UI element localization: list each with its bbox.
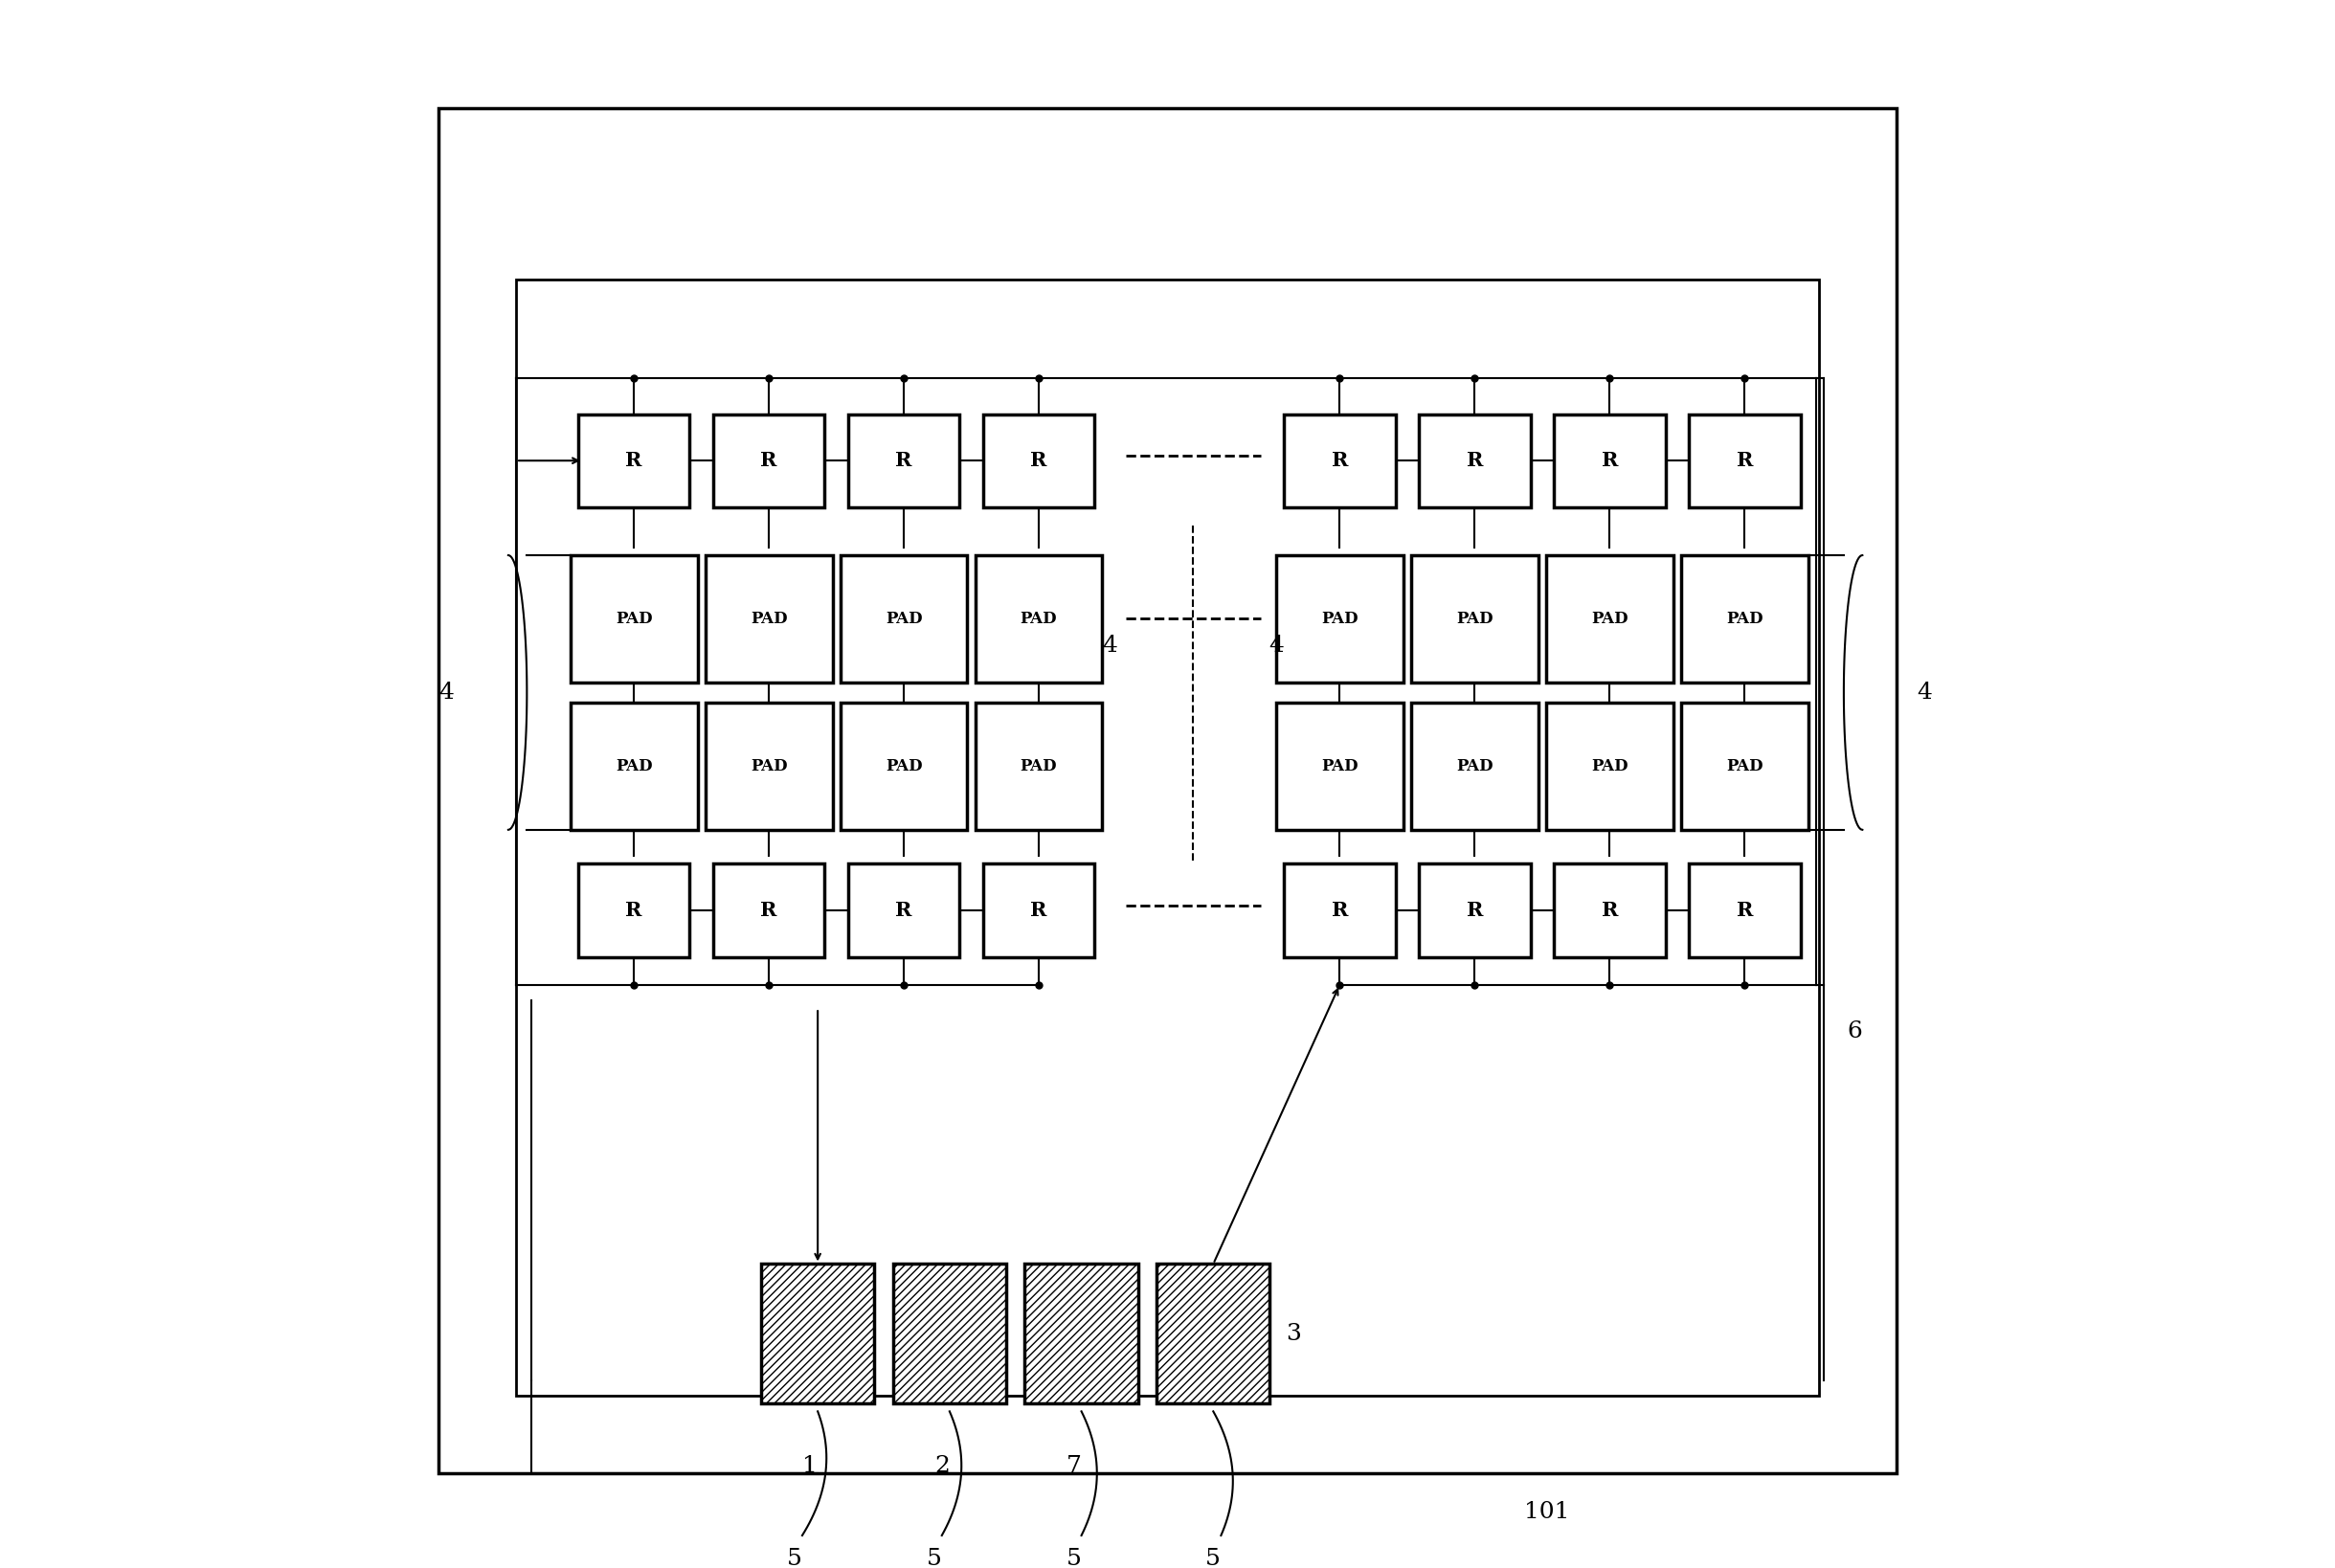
Text: 7: 7 bbox=[1067, 1455, 1081, 1477]
Bar bbox=[1410, 555, 1539, 682]
Text: 4: 4 bbox=[1917, 682, 1931, 704]
Bar bbox=[761, 1264, 873, 1403]
Bar bbox=[439, 108, 1896, 1474]
Bar bbox=[1688, 414, 1800, 506]
Bar bbox=[1546, 555, 1674, 682]
Text: PAD: PAD bbox=[1020, 610, 1058, 627]
Text: R: R bbox=[897, 452, 913, 470]
Text: 4: 4 bbox=[1102, 635, 1118, 657]
Bar bbox=[1277, 555, 1403, 682]
Bar bbox=[712, 414, 824, 506]
Bar bbox=[976, 702, 1102, 829]
Text: PAD: PAD bbox=[1457, 610, 1492, 627]
Text: R: R bbox=[1331, 452, 1347, 470]
Text: R: R bbox=[1602, 452, 1618, 470]
Bar bbox=[1284, 864, 1396, 956]
Text: R: R bbox=[1331, 902, 1347, 920]
Bar bbox=[1681, 555, 1807, 682]
Text: PAD: PAD bbox=[1322, 757, 1359, 775]
Text: R: R bbox=[626, 902, 642, 920]
Bar bbox=[983, 864, 1095, 956]
Bar bbox=[570, 702, 698, 829]
Text: R: R bbox=[626, 452, 642, 470]
Text: PAD: PAD bbox=[750, 757, 787, 775]
Bar bbox=[579, 414, 689, 506]
Text: PAD: PAD bbox=[750, 610, 787, 627]
Text: 6: 6 bbox=[1847, 1021, 1861, 1043]
Bar bbox=[712, 864, 824, 956]
Bar bbox=[841, 702, 967, 829]
Text: PAD: PAD bbox=[1322, 610, 1359, 627]
Bar bbox=[983, 414, 1095, 506]
Text: R: R bbox=[897, 902, 913, 920]
Text: R: R bbox=[1737, 902, 1754, 920]
Bar bbox=[1553, 414, 1665, 506]
Text: 2: 2 bbox=[934, 1455, 950, 1477]
Text: PAD: PAD bbox=[1590, 757, 1627, 775]
Text: PAD: PAD bbox=[885, 757, 922, 775]
Text: PAD: PAD bbox=[1020, 757, 1058, 775]
Text: R: R bbox=[761, 452, 778, 470]
Bar bbox=[1156, 1264, 1270, 1403]
Text: 3: 3 bbox=[1284, 1323, 1301, 1345]
Text: PAD: PAD bbox=[1726, 610, 1763, 627]
Bar bbox=[848, 864, 960, 956]
Bar bbox=[1420, 414, 1529, 506]
Text: 1: 1 bbox=[803, 1455, 817, 1477]
Text: 5: 5 bbox=[1205, 1548, 1221, 1568]
Bar bbox=[1553, 864, 1665, 956]
Bar bbox=[1420, 864, 1529, 956]
Bar bbox=[516, 279, 1819, 1396]
Text: R: R bbox=[1737, 452, 1754, 470]
Bar bbox=[1681, 702, 1807, 829]
Text: PAD: PAD bbox=[616, 757, 651, 775]
Bar bbox=[892, 1264, 1006, 1403]
Text: 101: 101 bbox=[1525, 1501, 1569, 1523]
Text: R: R bbox=[761, 902, 778, 920]
Bar bbox=[976, 555, 1102, 682]
Text: R: R bbox=[1030, 902, 1046, 920]
Bar bbox=[1277, 702, 1403, 829]
Bar bbox=[848, 414, 960, 506]
Text: 4: 4 bbox=[439, 682, 453, 704]
Text: PAD: PAD bbox=[1590, 610, 1627, 627]
Text: R: R bbox=[1602, 902, 1618, 920]
Bar bbox=[1410, 702, 1539, 829]
Text: PAD: PAD bbox=[1457, 757, 1492, 775]
Bar bbox=[705, 702, 834, 829]
Bar bbox=[1025, 1264, 1137, 1403]
Text: PAD: PAD bbox=[616, 610, 651, 627]
Bar bbox=[1688, 864, 1800, 956]
Text: R: R bbox=[1466, 902, 1483, 920]
Text: 5: 5 bbox=[927, 1548, 941, 1568]
Bar bbox=[570, 555, 698, 682]
Text: PAD: PAD bbox=[1726, 757, 1763, 775]
Bar bbox=[705, 555, 834, 682]
Text: PAD: PAD bbox=[885, 610, 922, 627]
Bar bbox=[1284, 414, 1396, 506]
Text: 4: 4 bbox=[1268, 635, 1284, 657]
Text: 5: 5 bbox=[1067, 1548, 1081, 1568]
Text: R: R bbox=[1030, 452, 1046, 470]
Text: R: R bbox=[1466, 452, 1483, 470]
Text: 5: 5 bbox=[787, 1548, 801, 1568]
Bar bbox=[1546, 702, 1674, 829]
Bar bbox=[841, 555, 967, 682]
Bar bbox=[579, 864, 689, 956]
